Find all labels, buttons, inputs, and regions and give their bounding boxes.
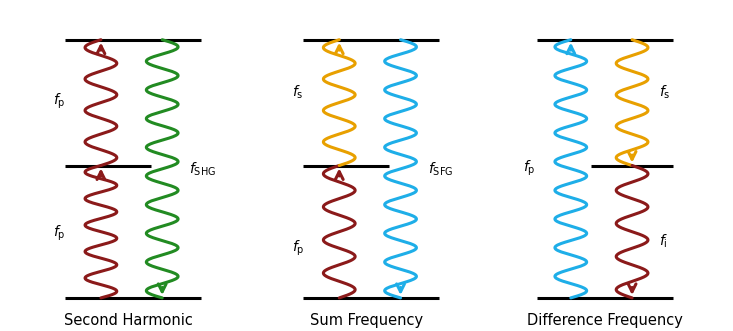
- Text: $f_{\mathrm{p}}$: $f_{\mathrm{p}}$: [523, 159, 536, 178]
- Text: $f_{\mathrm{p}}$: $f_{\mathrm{p}}$: [292, 239, 304, 258]
- Text: $f_{\mathrm{SHG}}$: $f_{\mathrm{SHG}}$: [189, 160, 216, 177]
- Text: $f_{\mathrm{i}}$: $f_{\mathrm{i}}$: [659, 233, 668, 250]
- Text: $f_{\mathrm{SFG}}$: $f_{\mathrm{SFG}}$: [428, 160, 453, 177]
- Text: Sum Frequency: Sum Frequency: [310, 313, 423, 328]
- Text: Second Harmonic: Second Harmonic: [64, 313, 193, 328]
- Text: $f_{\mathrm{p}}$: $f_{\mathrm{p}}$: [54, 91, 66, 111]
- Text: Difference Frequency: Difference Frequency: [527, 313, 682, 328]
- Text: $f_{\mathrm{s}}$: $f_{\mathrm{s}}$: [292, 84, 303, 101]
- Text: $f_{\mathrm{s}}$: $f_{\mathrm{s}}$: [659, 84, 671, 101]
- Text: $f_{\mathrm{p}}$: $f_{\mathrm{p}}$: [54, 224, 66, 243]
